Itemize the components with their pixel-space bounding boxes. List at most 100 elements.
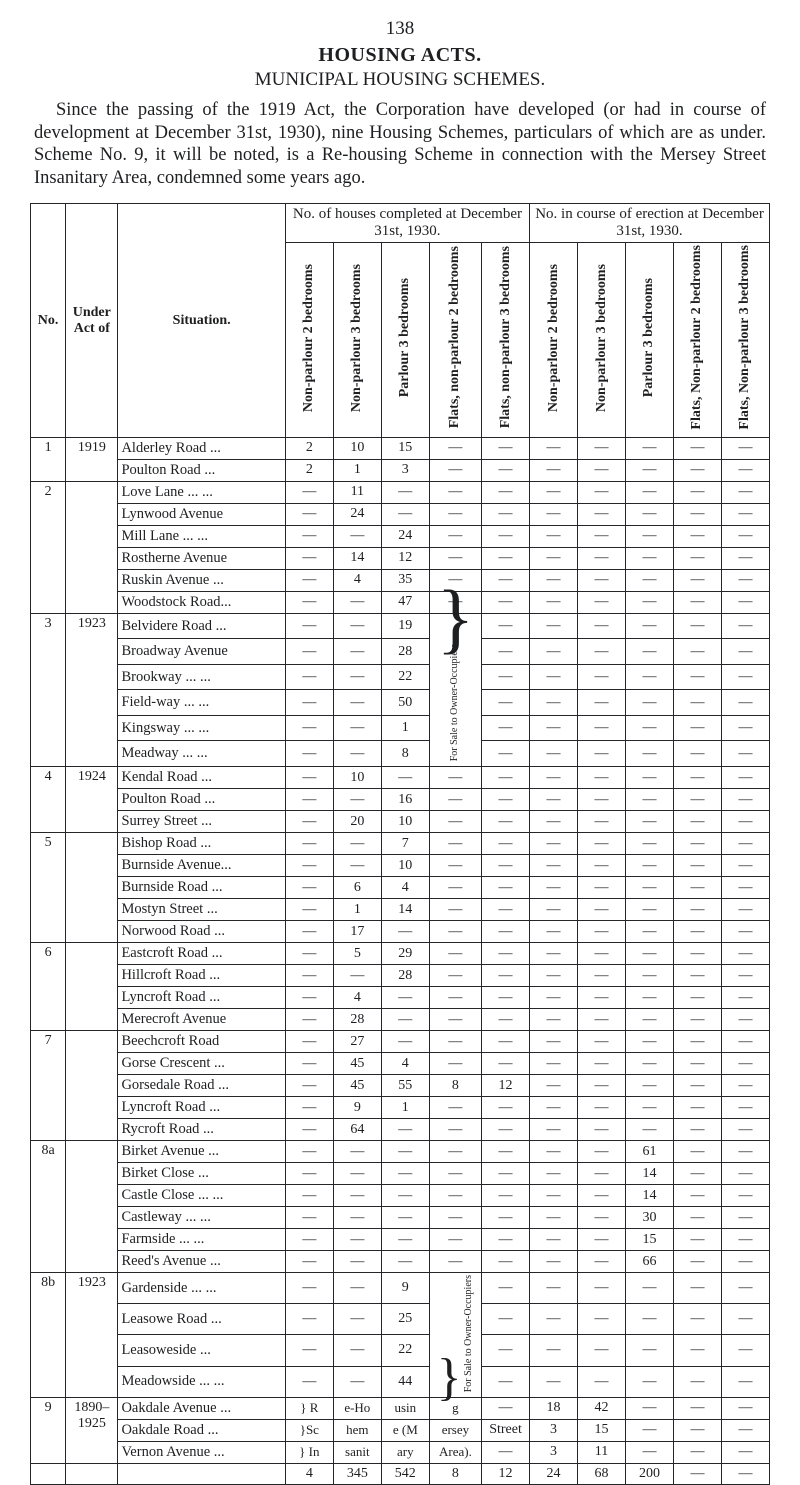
cell: 14 (381, 899, 429, 921)
cell: 28 (333, 1009, 381, 1031)
cell: — (626, 437, 674, 459)
situation-cell: Castleway ... ... (118, 1207, 285, 1229)
cell: — (626, 965, 674, 987)
cell: 45 (333, 1053, 381, 1075)
cell: 15 (578, 1419, 626, 1441)
cell: — (721, 569, 769, 591)
cell: 8 (381, 741, 429, 767)
situation-cell: Gardenside ... ... (118, 1273, 285, 1304)
cell: — (673, 1273, 721, 1304)
table-row: Gorse Crescent ...—454——————— (31, 1053, 770, 1075)
cell: 10 (333, 767, 381, 789)
cell: — (721, 921, 769, 943)
cell: 18 (530, 1397, 578, 1419)
situation-cell: Vernon Avenue ... (118, 1441, 285, 1463)
col-situation: Situation. (118, 204, 285, 438)
total-c4: 12 (482, 1463, 530, 1484)
cell: — (333, 855, 381, 877)
cell: — (285, 987, 333, 1009)
situation-cell: Woodstock Road... (118, 591, 285, 613)
table-row: Oakdale Road ...}Scheme (MerseyStreet315… (31, 1419, 770, 1441)
cell: 29 (381, 943, 429, 965)
cell: — (578, 1009, 626, 1031)
cell: 64 (333, 1119, 381, 1141)
cell: 3 (530, 1441, 578, 1463)
situation-cell: Field-way ... ... (118, 690, 285, 716)
cell: — (721, 833, 769, 855)
cell: — (285, 1141, 333, 1163)
cell: — (429, 1229, 481, 1251)
cell: — (578, 855, 626, 877)
cell: — (578, 715, 626, 741)
cell: — (530, 525, 578, 547)
cell: — (482, 833, 530, 855)
cell: — (429, 1009, 481, 1031)
cell: — (626, 921, 674, 943)
cell: — (721, 1229, 769, 1251)
scheme-no: 4 (31, 767, 66, 833)
cell: — (482, 547, 530, 569)
cell: — (381, 921, 429, 943)
cell: — (721, 1397, 769, 1419)
cell: — (333, 1251, 381, 1273)
cell: — (578, 1251, 626, 1273)
cell: — (530, 1185, 578, 1207)
table-row: Gorsedale Road ...—4555812————— (31, 1075, 770, 1097)
cell: — (333, 591, 381, 613)
cell: — (721, 525, 769, 547)
cell: 3 (381, 459, 429, 481)
cell: — (285, 1075, 333, 1097)
table-row: 8b1923Gardenside ... ...——9} For Sale to… (31, 1273, 770, 1304)
cell: — (673, 1141, 721, 1163)
cell: — (429, 921, 481, 943)
cell: — (673, 1185, 721, 1207)
table-row: Castleway ... ...———————30—— (31, 1207, 770, 1229)
cell: — (381, 1031, 429, 1053)
cell: — (482, 1207, 530, 1229)
cell: 7 (381, 833, 429, 855)
cell: — (721, 639, 769, 665)
cell: — (482, 1185, 530, 1207)
cell: — (721, 547, 769, 569)
cell: 19 (381, 613, 429, 639)
cell: — (285, 1163, 333, 1185)
cell: — (626, 715, 674, 741)
cell: — (429, 965, 481, 987)
cell: — (673, 459, 721, 481)
cell: — (429, 503, 481, 525)
cell: — (673, 877, 721, 899)
table-row: Reed's Avenue ...———————66—— (31, 1251, 770, 1273)
cell: — (530, 811, 578, 833)
cell: — (721, 855, 769, 877)
cell: — (673, 811, 721, 833)
cell: — (721, 1119, 769, 1141)
cell: — (482, 1304, 530, 1335)
cell: — (429, 1141, 481, 1163)
cell: — (482, 741, 530, 767)
cell: 9 (333, 1097, 381, 1119)
cell: — (333, 639, 381, 665)
cell: 4 (381, 1053, 429, 1075)
cell: — (626, 741, 674, 767)
cell: — (429, 1251, 481, 1273)
cell: 27 (333, 1031, 381, 1053)
cell: — (578, 569, 626, 591)
cell: — (578, 1163, 626, 1185)
cell: — (285, 899, 333, 921)
cell: — (429, 525, 481, 547)
table-body: 11919Alderley Road ...21015———————Poulto… (31, 437, 770, 1463)
cell: — (530, 1031, 578, 1053)
cell: 2 (285, 459, 333, 481)
cell: — (482, 965, 530, 987)
cell: }Sc (285, 1419, 333, 1441)
cell: — (578, 1053, 626, 1075)
cell: — (333, 664, 381, 690)
table-row: Brookway ... ...——22—————— (31, 664, 770, 690)
cell: — (626, 899, 674, 921)
table-row: Lyncroft Road ...—91——————— (31, 1097, 770, 1119)
cell: — (626, 833, 674, 855)
situation-cell: Leasowe Road ... (118, 1304, 285, 1335)
cell: — (285, 921, 333, 943)
cell: — (530, 1304, 578, 1335)
cell: — (578, 1207, 626, 1229)
